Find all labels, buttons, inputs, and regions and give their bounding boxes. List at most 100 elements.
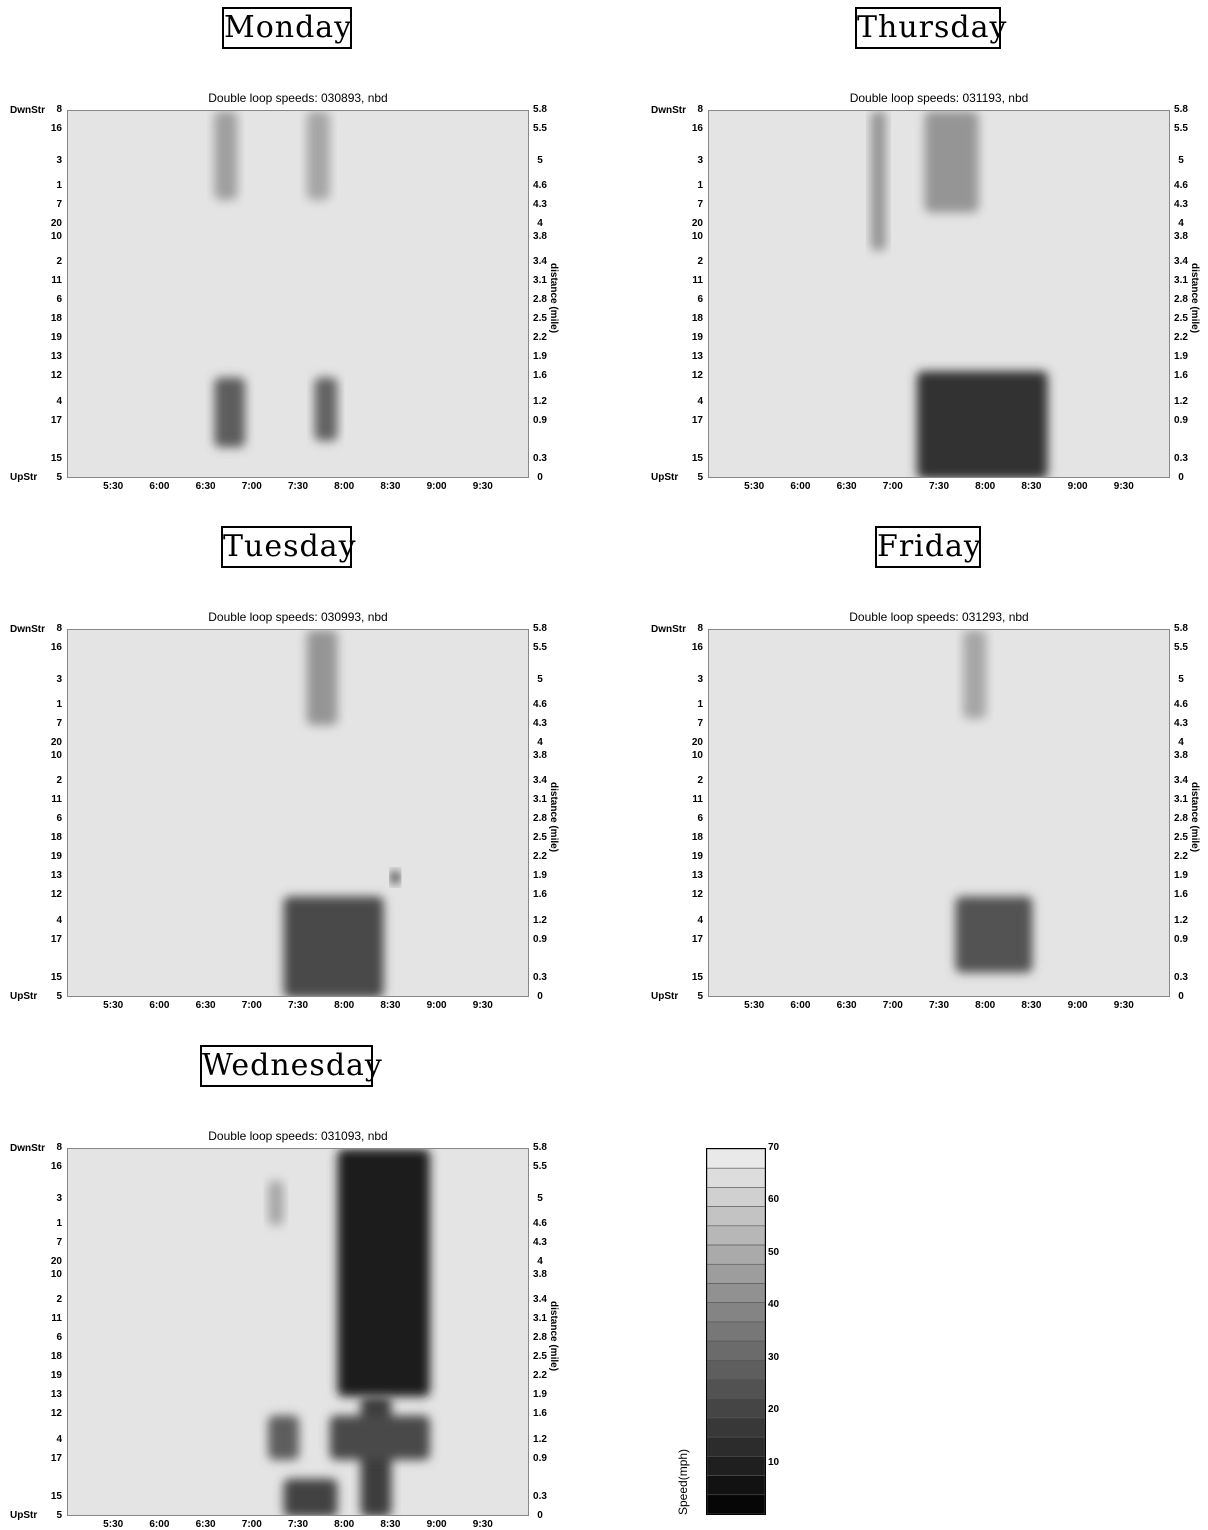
y-tick-detector: 5: [56, 472, 62, 483]
y-tick-detector: 13: [691, 351, 703, 363]
y-tick-detector: 17: [691, 414, 703, 426]
y-tick-mile: 0: [537, 1510, 543, 1521]
y-tick-mile: 1.9: [533, 870, 547, 882]
y-tick-mile: 2.2: [533, 1370, 547, 1382]
congestion-region: [870, 111, 887, 251]
y-tick-mile: 1.9: [533, 351, 547, 363]
y-tick-mile: 1.2: [533, 914, 547, 926]
y-tick-detector: 7: [697, 718, 703, 730]
colorbar-band: [706, 1283, 766, 1303]
y-tick-detector: 20: [50, 737, 62, 749]
y-tick-detector: 17: [50, 414, 62, 426]
y-tick-mile: 5.5: [533, 1161, 547, 1173]
y-tick-mile: 1.6: [533, 1408, 547, 1420]
y-tick-mile: 0.9: [1174, 414, 1188, 426]
y-tick-mile: 5.8: [533, 623, 547, 634]
y-tick-mile: 5: [537, 673, 543, 685]
y-tick-mile: 2.8: [533, 1332, 547, 1344]
x-tick-label: 6:00: [149, 1000, 170, 1011]
y-tick-detector: 3: [56, 673, 62, 685]
x-tick-label: 9:30: [1113, 481, 1134, 492]
y-tick-detector: 11: [692, 275, 703, 287]
y-tick-detector: 18: [50, 313, 62, 325]
y-tick-detector: 6: [697, 813, 703, 825]
plot-title: Double loop speeds: 031293, nbd: [849, 610, 1029, 624]
congestion-region: [268, 1180, 284, 1226]
x-tick-label: 6:00: [790, 1000, 811, 1011]
y-tick-mile: 2.8: [533, 813, 547, 825]
right-axis-label: distance (mile): [548, 782, 559, 853]
y-tick-detector: 5: [697, 472, 703, 483]
colorbar-svg: [706, 1148, 766, 1515]
x-tick-label: 5:30: [744, 1000, 765, 1011]
y-tick-mile: 2.5: [533, 313, 547, 325]
x-tick-label: 6:30: [195, 481, 216, 492]
congestion-region: [214, 111, 238, 200]
y-tick-mile: 4: [1178, 737, 1184, 749]
y-tick-detector: 4: [56, 914, 62, 926]
colorbar-tick: 20: [768, 1404, 780, 1416]
y-tick-detector: 7: [56, 1237, 62, 1249]
y-tick-mile: 4: [1178, 218, 1184, 230]
day-title: Tuesday: [221, 526, 356, 568]
y-tick-detector: 4: [697, 395, 703, 407]
y-tick-mile: 1.9: [533, 1389, 547, 1401]
colorbar-band: [706, 1340, 766, 1361]
x-tick-label: 8:00: [334, 1000, 355, 1011]
y-tick-mile: 0.3: [533, 971, 547, 983]
y-tick-mile: 4: [537, 218, 543, 230]
y-tick-mile: 0: [537, 991, 543, 1002]
y-tick-detector: 2: [56, 1294, 62, 1306]
y-tick-mile: 0.3: [1174, 971, 1188, 983]
y-tick-mile: 5: [537, 1192, 543, 1204]
y-tick-detector: 20: [50, 1256, 62, 1268]
colorbar-band: [706, 1302, 766, 1323]
y-tick-mile: 2.5: [1174, 832, 1188, 844]
upstream-label: UpStr: [651, 472, 679, 483]
y-tick-detector: 4: [56, 395, 62, 407]
colorbar-band: [706, 1360, 766, 1380]
y-tick-mile: 3.8: [1174, 230, 1188, 242]
y-tick-mile: 2.2: [533, 851, 547, 863]
day-title: Wednesday: [200, 1045, 382, 1087]
y-tick-mile: 1.6: [533, 889, 547, 901]
y-tick-detector: 13: [691, 870, 703, 882]
x-tick-label: 9:30: [1113, 1000, 1134, 1011]
y-tick-mile: 3.1: [533, 794, 547, 806]
y-tick-mile: 4: [537, 1256, 543, 1268]
y-tick-detector: 3: [697, 673, 703, 685]
y-tick-mile: 4.3: [1174, 199, 1188, 211]
y-tick-detector: 20: [691, 737, 703, 749]
y-tick-mile: 3.8: [533, 1268, 547, 1280]
y-tick-detector: 2: [697, 775, 703, 787]
colorbar-band: [706, 1456, 766, 1476]
y-tick-mile: 4.3: [1174, 718, 1188, 730]
y-tick-detector: 3: [56, 154, 62, 166]
colorbar-band: [706, 1321, 766, 1342]
heatmap-svg: [214, 111, 338, 448]
plot-title: Double loop speeds: 030893, nbd: [208, 91, 388, 105]
heatmap-svg: [955, 630, 1033, 973]
colorbar-tick: 70: [768, 1142, 780, 1153]
y-tick-detector: 20: [691, 218, 703, 230]
colorbar-band: [706, 1206, 766, 1227]
congestion-region: [955, 896, 1033, 973]
y-tick-detector: 7: [697, 199, 703, 211]
heatmap-plot-area: [708, 110, 1170, 478]
y-tick-detector: 13: [50, 870, 62, 882]
plot-title: Double loop speeds: 030993, nbd: [208, 610, 388, 624]
y-tick-mile: 3.1: [533, 1313, 547, 1325]
y-tick-detector: 19: [50, 1370, 62, 1382]
y-tick-detector: 8: [697, 623, 703, 634]
y-tick-detector: 3: [56, 1192, 62, 1204]
y-tick-detector: 16: [691, 642, 703, 654]
heatmap-svg: [870, 111, 1048, 477]
y-tick-mile: 2.5: [533, 1351, 547, 1363]
y-tick-detector: 6: [56, 294, 62, 306]
x-tick-label: 8:30: [380, 1000, 401, 1011]
x-tick-label: 8:30: [380, 1519, 401, 1530]
y-tick-detector: 1: [697, 699, 703, 711]
colorbar-tick: 40: [768, 1299, 780, 1311]
y-tick-detector: 4: [697, 914, 703, 926]
y-tick-detector: 1: [697, 180, 703, 192]
